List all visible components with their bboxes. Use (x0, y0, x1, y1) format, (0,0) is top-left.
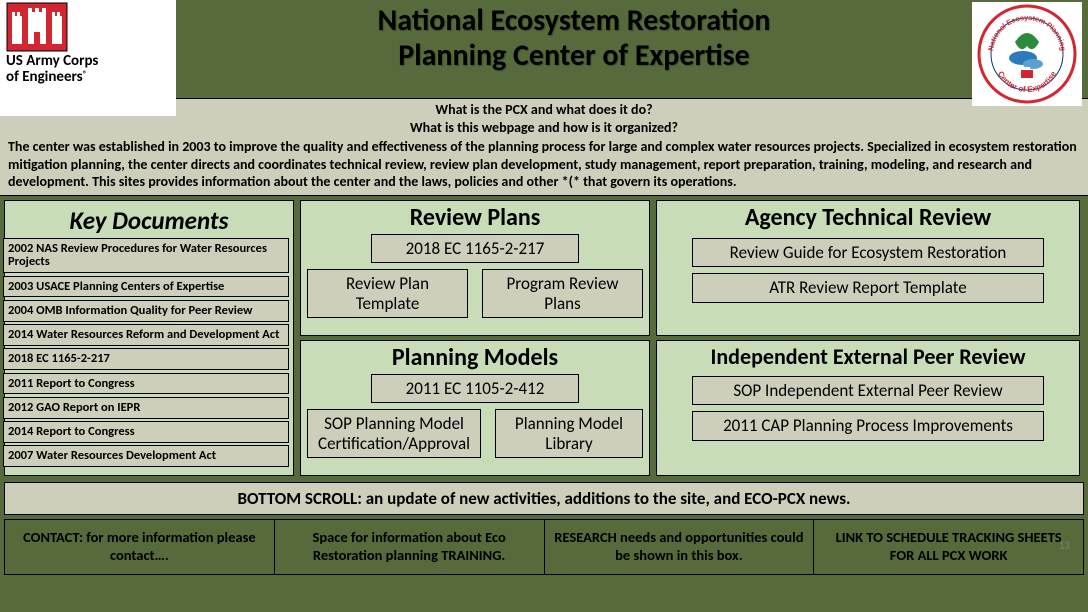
atr-panel: Agency Technical Review Review Guide for… (656, 200, 1080, 336)
key-documents-list: 2002 NAS Review Procedures for Water Res… (5, 238, 293, 468)
intro-body: The center was established in 2003 to im… (8, 138, 1080, 191)
footer-schedule-link[interactable]: LINK TO SCHEDULE TRACKING SHEETS FOR ALL… (814, 519, 1084, 575)
usace-text: US Army Corps of Engineers® (6, 54, 98, 86)
intro-q2: What is this webpage and how is it organ… (8, 119, 1080, 137)
atr-template[interactable]: ATR Review Report Template (692, 273, 1045, 303)
eco-pcx-badge: National Ecosystem Planning Center of Ex… (972, 2, 1082, 106)
program-review-plans[interactable]: Program Review Plans (482, 269, 643, 318)
key-document-item[interactable]: 2014 Water Resources Reform and Developm… (3, 324, 289, 346)
usace-logo: US Army Corps of Engineers® (0, 0, 176, 116)
iepr-sop[interactable]: SOP Independent External Peer Review (692, 376, 1045, 406)
header: US Army Corps of Engineers® National Eco… (0, 0, 1088, 98)
sop-planning-model[interactable]: SOP Planning Model Certification/Approva… (307, 409, 481, 458)
key-document-item[interactable]: 2018 EC 1165-2-217 (3, 348, 289, 370)
right-column: Agency Technical Review Review Guide for… (656, 200, 1080, 476)
iepr-title: Independent External Peer Review (711, 343, 1026, 370)
atr-guide[interactable]: Review Guide for Ecosystem Restoration (692, 238, 1045, 268)
castle-icon (6, 2, 68, 52)
key-documents-title: Key Documents (5, 205, 293, 236)
key-document-item[interactable]: 2003 USACE Planning Centers of Expertise (3, 276, 289, 298)
atr-title: Agency Technical Review (745, 203, 991, 232)
review-plans-panel: Review Plans 2018 EC 1165-2-217 Review P… (300, 200, 650, 336)
key-document-item[interactable]: 2007 Water Resources Development Act (3, 445, 289, 467)
planning-models-main[interactable]: 2011 EC 1105-2-412 (371, 374, 579, 404)
key-document-item[interactable]: 2012 GAO Report on IEPR (3, 397, 289, 419)
key-documents-panel: Key Documents 2002 NAS Review Procedures… (4, 200, 294, 476)
key-document-item[interactable]: 2002 NAS Review Procedures for Water Res… (3, 238, 289, 274)
footer-row: CONTACT: for more information please con… (4, 519, 1084, 575)
page-number: 13 (1059, 539, 1070, 552)
bottom-scroll: BOTTOM SCROLL: an update of new activiti… (4, 482, 1084, 515)
eco-pcx-badge-icon: National Ecosystem Planning Center of Ex… (977, 4, 1077, 104)
review-plans-main[interactable]: 2018 EC 1165-2-217 (371, 234, 579, 264)
planning-model-library[interactable]: Planning Model Library (495, 409, 643, 458)
footer-contact[interactable]: CONTACT: for more information please con… (4, 519, 275, 575)
iepr-panel: Independent External Peer Review SOP Ind… (656, 340, 1080, 476)
planning-models-panel: Planning Models 2011 EC 1105-2-412 SOP P… (300, 340, 650, 476)
middle-column: Review Plans 2018 EC 1165-2-217 Review P… (300, 200, 650, 476)
iepr-cap[interactable]: 2011 CAP Planning Process Improvements (692, 411, 1045, 441)
key-document-item[interactable]: 2014 Report to Congress (3, 421, 289, 443)
footer-research[interactable]: RESEARCH needs and opportunities could b… (545, 519, 815, 575)
review-plan-template[interactable]: Review Plan Template (307, 269, 468, 318)
key-document-item[interactable]: 2004 OMB Information Quality for Peer Re… (3, 300, 289, 322)
review-plans-title: Review Plans (410, 203, 541, 232)
key-document-item[interactable]: 2011 Report to Congress (3, 373, 289, 395)
page-title: National Ecosystem Restoration Planning … (176, 0, 972, 73)
planning-models-title: Planning Models (392, 343, 558, 372)
main-grid: Key Documents 2002 NAS Review Procedures… (0, 200, 1088, 476)
footer-training[interactable]: Space for information about Eco Restorat… (275, 519, 545, 575)
